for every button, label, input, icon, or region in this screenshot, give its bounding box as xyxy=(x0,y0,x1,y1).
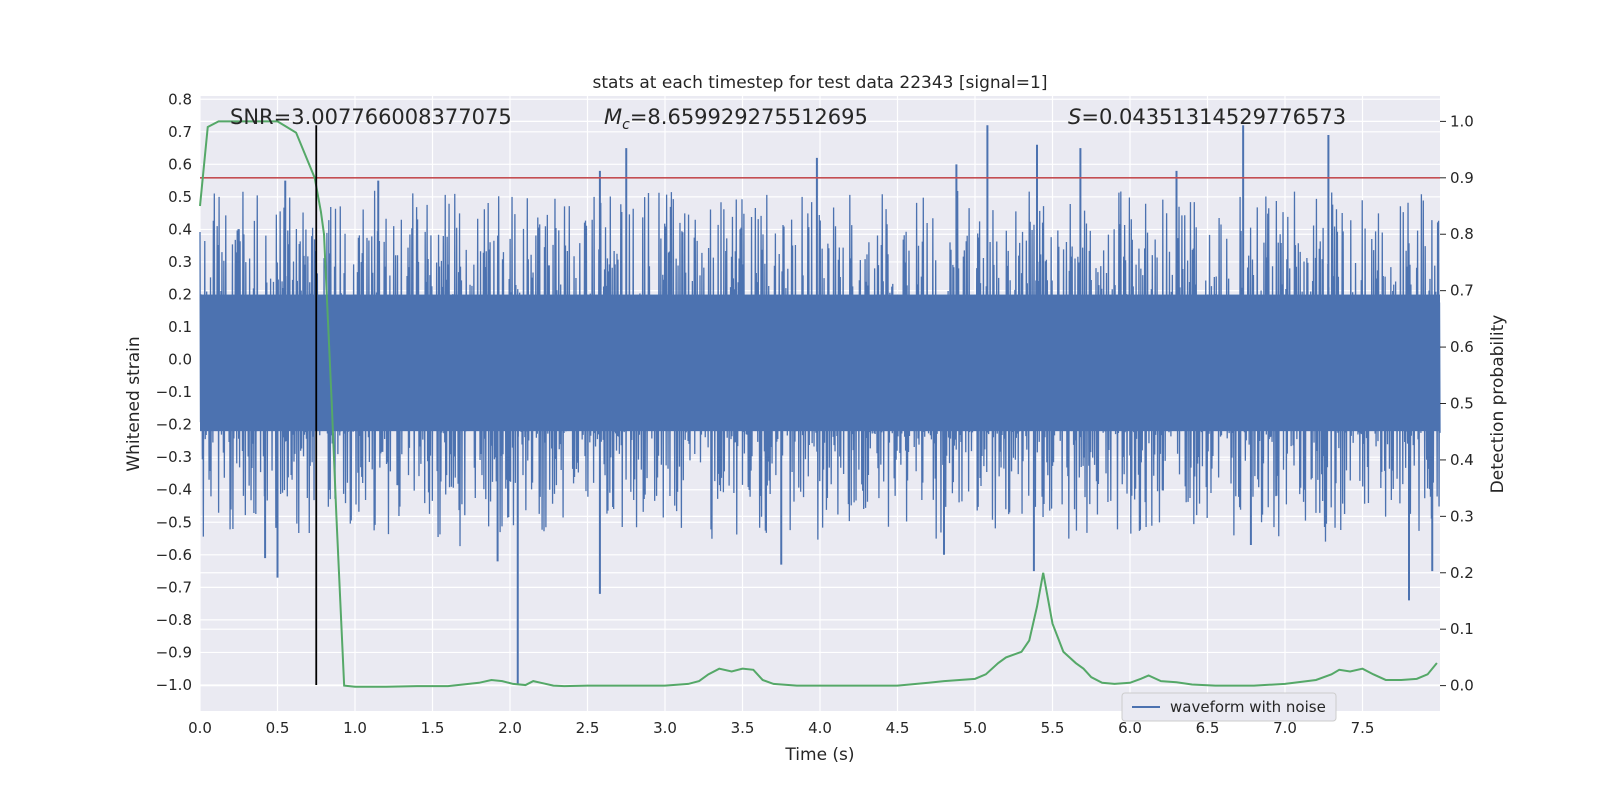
legend-box xyxy=(1121,692,1337,722)
x-tick-label: 3.5 xyxy=(731,719,755,737)
y-tick-label: 0.8 xyxy=(168,90,192,108)
s-annotation: S=0.04351314529776573 xyxy=(1068,105,1346,129)
x-tick-label: 5.5 xyxy=(1041,719,1065,737)
y2-tick-label: 0.5 xyxy=(1450,395,1474,413)
y-tick-label: 0.5 xyxy=(168,188,192,206)
y-tick-label: −0.1 xyxy=(156,383,192,401)
x-axis-label: Time (s) xyxy=(784,745,854,765)
y-tick-label: −0.6 xyxy=(156,546,192,564)
x-tick-label: 5.0 xyxy=(963,719,987,737)
y-tick-label: −0.8 xyxy=(156,611,192,629)
y-axis-label: Whitened strain xyxy=(124,336,144,471)
y2-tick-label: 0.0 xyxy=(1450,677,1474,695)
s-symbol: S xyxy=(1068,105,1081,129)
y2-tick-label: 0.1 xyxy=(1450,620,1474,638)
y2-tick-label: 0.2 xyxy=(1450,564,1474,582)
x-tick-label: 4.0 xyxy=(808,719,832,737)
legend: waveform with noise xyxy=(1121,692,1337,722)
y2-axis-label: Detection probability xyxy=(1488,315,1508,494)
x-tick-label: 0.0 xyxy=(188,719,212,737)
legend-label-waveform: waveform with noise xyxy=(1170,698,1326,716)
y-tick-label: 0.3 xyxy=(168,253,192,271)
x-tick-label: 3.0 xyxy=(653,719,677,737)
y2-tick-label: 0.7 xyxy=(1450,282,1474,300)
y-tick-label: −0.9 xyxy=(156,643,192,661)
x-tick-label: 0.5 xyxy=(266,719,290,737)
x-tick-label: 4.5 xyxy=(886,719,910,737)
y-tick-label: 0.7 xyxy=(168,123,192,141)
x-tick-label: 2.5 xyxy=(576,719,600,737)
waveform-with-noise-series xyxy=(199,125,1441,685)
y-tick-label: −0.7 xyxy=(156,578,192,596)
y-tick-label: 0.6 xyxy=(168,155,192,173)
x-tick-label: 6.5 xyxy=(1196,719,1220,737)
chirp-mass-symbol: M xyxy=(604,105,622,129)
snr-annotation: SNR=3.007766008377075 xyxy=(230,105,512,129)
detection-probability-line xyxy=(199,120,1438,688)
waveform-core-band xyxy=(200,294,1440,432)
y2-tick-label: 0.6 xyxy=(1450,338,1474,356)
y-tick-label: −1.0 xyxy=(156,676,192,694)
y-tick-label: 0.2 xyxy=(168,285,192,303)
x-tick-label: 1.0 xyxy=(343,719,367,737)
x-tick-label: 7.5 xyxy=(1351,719,1375,737)
chirp-mass-subscript: c xyxy=(622,117,630,133)
x-tick-label: 7.0 xyxy=(1273,719,1297,737)
chirp-mass-annotation: Mc=8.659929275512695 xyxy=(604,105,868,133)
y-tick-label: −0.5 xyxy=(156,513,192,531)
y2-tick-label: 0.3 xyxy=(1450,507,1474,525)
s-value: =0.04351314529776573 xyxy=(1081,105,1346,129)
tick-labels: 0.0 0.5 1.0 1.5 2.0 2.5 3.0 3.5 4.0 4.5 5.0 5.5 6.0 6… xyxy=(156,90,1474,737)
y-tick-label: −0.4 xyxy=(156,481,192,499)
y2-tick-label: 0.9 xyxy=(1450,169,1474,187)
overlay-layer xyxy=(199,120,1440,688)
x-tick-label: 1.5 xyxy=(421,719,445,737)
y-tick-label: 0.1 xyxy=(168,318,192,336)
y-tick-label: 0.4 xyxy=(168,220,192,238)
y-tick-label: −0.3 xyxy=(156,448,192,466)
y2-tick-label: 0.8 xyxy=(1450,225,1474,243)
y2-tick-label: 0.4 xyxy=(1450,451,1474,469)
x-tick-label: 2.0 xyxy=(498,719,522,737)
chirp-mass-value: =8.659929275512695 xyxy=(630,105,868,129)
y-tick-label: 0.0 xyxy=(168,351,192,369)
x-tick-label: 6.0 xyxy=(1118,719,1142,737)
chart-title: stats at each timestep for test data 223… xyxy=(593,73,1048,93)
y2-tick-label: 1.0 xyxy=(1450,112,1474,130)
y-tick-label: −0.2 xyxy=(156,416,192,434)
